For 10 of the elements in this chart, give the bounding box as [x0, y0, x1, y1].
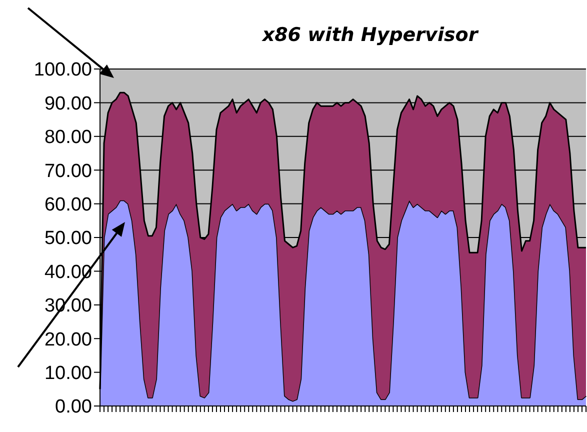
y-tick-label: 20.00 [44, 329, 92, 350]
y-tick-label: 10.00 [44, 363, 92, 384]
y-tick-label: 100.00 [34, 60, 92, 81]
y-tick-label: 70.00 [44, 160, 92, 182]
y-tick-label: 50.00 [44, 228, 92, 250]
y-tick-label: 80.00 [44, 127, 92, 148]
y-tick-label: 60.00 [44, 194, 92, 216]
y-tick-label: 0.00 [55, 396, 92, 418]
y-tick-label: 90.00 [44, 93, 92, 114]
chart-title: x86 with Hypervisor [260, 24, 480, 46]
